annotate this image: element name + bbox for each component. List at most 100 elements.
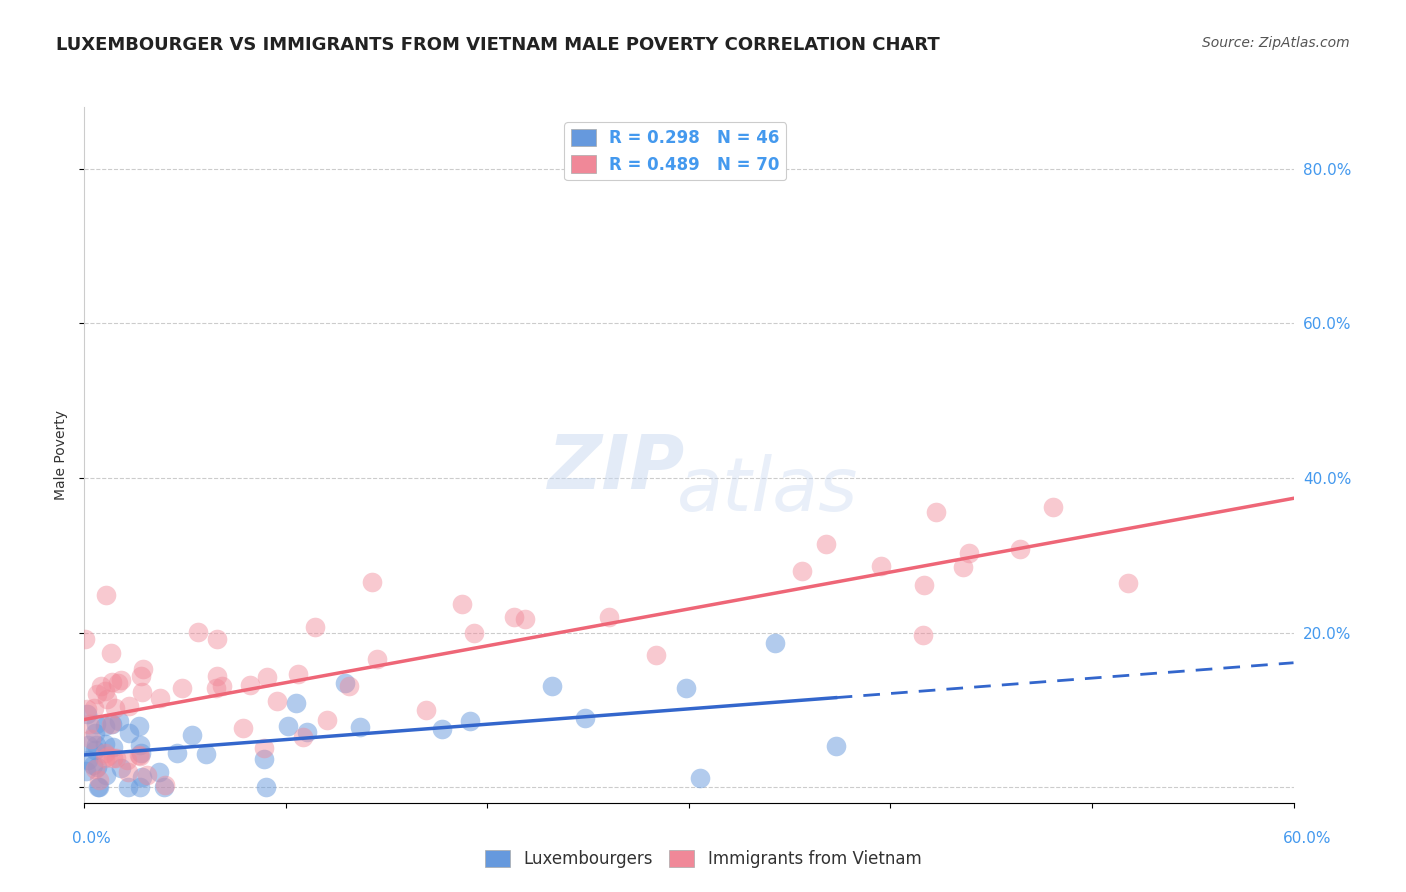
Point [115, 753, 138, 767]
Point [952, 560, 974, 574]
Point [541, 679, 564, 693]
Point [131, 685, 153, 699]
Point [870, 558, 893, 573]
Point [110, 673, 132, 688]
Point [254, 780, 277, 795]
Point [96, 691, 118, 706]
Point [83, 725, 105, 739]
Point [94, 718, 117, 732]
Point [87, 780, 110, 795]
Point [82, 758, 104, 772]
Point [763, 635, 786, 649]
Point [117, 780, 139, 795]
Point [83, 762, 105, 776]
Point [194, 747, 217, 761]
Point [463, 626, 485, 640]
Point [172, 681, 194, 695]
Text: ZIP: ZIP [548, 433, 685, 506]
Point [149, 691, 172, 706]
Point [87, 780, 110, 795]
Point [458, 714, 481, 728]
Point [337, 679, 360, 693]
Point [598, 609, 620, 624]
Point [166, 746, 188, 760]
Point [110, 761, 132, 775]
Point [287, 666, 309, 681]
Point [911, 628, 934, 642]
Point [128, 749, 150, 764]
Point [1042, 500, 1064, 514]
Point [76, 707, 98, 722]
Point [187, 624, 209, 639]
Point [94, 746, 117, 760]
Point [181, 728, 204, 742]
Point [333, 676, 356, 690]
Point [104, 701, 127, 715]
Point [503, 610, 526, 624]
Point [129, 780, 152, 795]
Point [86, 687, 108, 701]
Point [256, 670, 278, 684]
Point [277, 719, 299, 733]
Point [101, 675, 124, 690]
Point [135, 768, 157, 782]
Point [366, 652, 388, 666]
Point [266, 694, 288, 708]
Point [304, 620, 326, 634]
Point [117, 765, 139, 780]
Point [450, 597, 472, 611]
Text: LUXEMBOURGER VS IMMIGRANTS FROM VIETNAM MALE POVERTY CORRELATION CHART: LUXEMBOURGER VS IMMIGRANTS FROM VIETNAM … [56, 36, 941, 54]
Point [93, 684, 115, 698]
Point [131, 770, 153, 784]
Point [204, 681, 226, 696]
Point [77, 717, 100, 731]
Point [291, 730, 314, 744]
Point [96, 768, 118, 782]
Point [76, 702, 98, 716]
Point [84, 717, 107, 731]
Text: 0.0%: 0.0% [72, 831, 111, 846]
Point [1008, 542, 1031, 557]
Point [73, 632, 96, 646]
Point [689, 772, 711, 786]
Point [83, 700, 105, 714]
Point [361, 575, 384, 590]
Point [415, 702, 437, 716]
Point [207, 632, 229, 647]
Point [645, 648, 668, 662]
Point [148, 764, 170, 779]
Point [790, 564, 813, 578]
Point [118, 726, 141, 740]
Text: 60.0%: 60.0% [1284, 831, 1331, 846]
Point [90, 679, 112, 693]
Point [232, 721, 254, 735]
Point [824, 739, 846, 753]
Point [1116, 576, 1139, 591]
Point [128, 719, 150, 733]
Point [101, 740, 124, 755]
Point [129, 746, 152, 760]
Point [912, 578, 935, 592]
Point [132, 663, 155, 677]
Point [100, 646, 122, 660]
Point [86, 760, 108, 774]
Point [96, 588, 118, 602]
Text: atlas: atlas [676, 454, 858, 525]
Point [957, 546, 980, 560]
Point [75, 764, 97, 778]
Point [574, 711, 596, 725]
Point [155, 778, 177, 792]
Point [211, 679, 233, 693]
Point [432, 722, 454, 736]
Point [515, 612, 537, 626]
Y-axis label: Male Poverty: Male Poverty [53, 410, 67, 500]
Point [86, 738, 108, 752]
Point [253, 741, 276, 756]
Point [205, 669, 228, 683]
Point [97, 748, 120, 763]
Point [295, 725, 318, 739]
Point [83, 743, 105, 757]
Point [101, 716, 124, 731]
Point [80, 732, 103, 747]
Point [349, 720, 371, 734]
